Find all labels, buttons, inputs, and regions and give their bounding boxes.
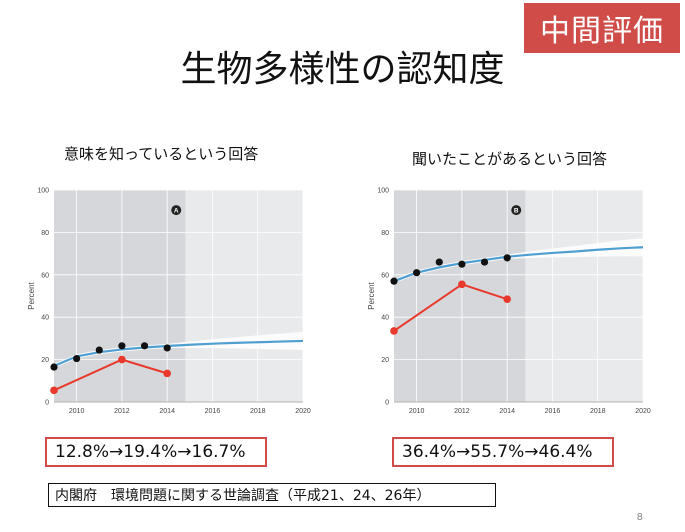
- chart-a-subtitle: 意味を知っているという回答: [64, 145, 259, 163]
- survey-point: [163, 369, 171, 378]
- x-tick-label: 2010: [409, 408, 425, 415]
- panel-marker: [171, 205, 182, 216]
- observed-point: [140, 342, 149, 350]
- x-tick-label: 2018: [250, 408, 266, 415]
- chart-b-subtitle: 聞いたことがあるという回答: [412, 150, 608, 168]
- y-tick-label: 0: [45, 400, 49, 407]
- y-tick-label: 0: [385, 400, 389, 407]
- x-tick-label: 2016: [545, 408, 561, 415]
- y-tick-label: 80: [381, 230, 389, 237]
- y-tick-label: 60: [381, 272, 389, 279]
- observed-point: [390, 277, 398, 285]
- observed-point: [435, 258, 443, 266]
- y-tick-label: 20: [41, 357, 49, 364]
- slide-title: 生物多様性の認知度: [180, 49, 505, 90]
- y-tick-label: 80: [41, 230, 49, 237]
- source-note: 内閣府 環境問題に関する世論調査（平成21、24、26年）: [48, 483, 496, 507]
- x-tick-label: 2020: [295, 408, 311, 415]
- survey-point: [50, 386, 58, 395]
- observed-point: [480, 258, 489, 266]
- y-tick-label: 40: [381, 315, 389, 322]
- y-axis-label: Percent: [367, 281, 376, 309]
- page-number: 8: [636, 512, 643, 523]
- survey-point: [503, 295, 511, 303]
- observed-point: [73, 354, 81, 363]
- trend-uncertainty-band: [54, 331, 303, 369]
- observed-point: [413, 269, 421, 277]
- survey-point: [390, 327, 398, 335]
- y-tick-label: 20: [381, 357, 389, 364]
- x-tick-label: 2012: [454, 408, 470, 415]
- y-tick-label: 100: [37, 188, 49, 195]
- x-tick-label: 2010: [69, 408, 85, 415]
- chart-b-summary: 36.4%→55.7%→46.4%: [392, 437, 614, 467]
- observed-point: [118, 342, 126, 350]
- observed-point: [163, 344, 171, 352]
- observed-point: [503, 254, 511, 262]
- x-tick-label: 2020: [635, 408, 651, 415]
- observed-point: [50, 363, 58, 371]
- trend-uncertainty-band: [394, 238, 643, 284]
- trend-line: [393, 246, 644, 283]
- x-tick-label: 2012: [114, 408, 130, 415]
- survey-point: [118, 355, 126, 364]
- chart-a-summary: 12.8%→19.4%→16.7%: [45, 437, 267, 467]
- evaluation-badge: 中間評価: [524, 3, 680, 53]
- x-tick-label: 2014: [159, 408, 175, 415]
- chart-a: 0 20 40 60 80 100 2010 2012 2014 2016 2018 2020 Perc…: [27, 188, 311, 416]
- y-tick-label: 40: [41, 315, 49, 322]
- panel-marker-label: A: [174, 208, 179, 215]
- observed-point: [95, 346, 103, 354]
- x-tick-label: 2014: [499, 408, 515, 415]
- chart-b: 0 20 40 60 80 100 2010 2012 2014 2016 2018 2020 Perc…: [367, 188, 651, 416]
- y-tick-label: 60: [41, 272, 49, 279]
- panel-marker-label: B: [514, 208, 519, 215]
- observed-point: [458, 260, 466, 268]
- y-tick-label: 100: [377, 188, 389, 195]
- observed-period-band: [54, 190, 186, 402]
- panel-marker: [511, 205, 522, 216]
- x-tick-label: 2018: [590, 408, 606, 415]
- trend-line: [53, 339, 304, 367]
- x-tick-label: 2016: [205, 408, 221, 415]
- survey-point: [458, 280, 466, 289]
- y-axis-label: Percent: [27, 281, 36, 309]
- observed-period-band: [394, 190, 526, 402]
